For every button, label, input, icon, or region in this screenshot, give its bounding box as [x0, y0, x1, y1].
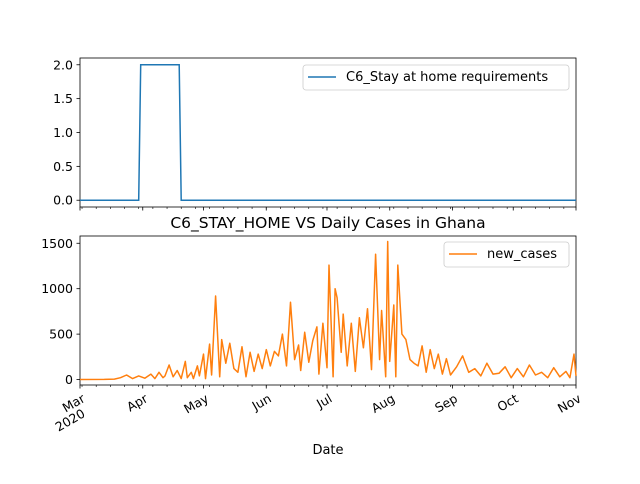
x-tick-label: Jul	[313, 391, 334, 412]
bottom-legend: new_cases	[443, 241, 570, 268]
top-legend-label: C6_Stay at home requirements	[346, 70, 548, 85]
bottom-chart-title: C6_STAY_HOME VS Daily Cases in Ghana	[170, 214, 485, 233]
y-tick-label: 1000	[41, 281, 73, 296]
new-cases-series-line	[79, 240, 577, 381]
bottom-legend-box	[443, 241, 570, 268]
y-tick-label: 1500	[41, 236, 73, 251]
y-tick-label: 0.0	[53, 193, 73, 208]
top-legend: C6_Stay at home requirements	[302, 64, 570, 91]
x-axis-label: Date	[312, 443, 343, 458]
top-x-axis	[79, 207, 577, 211]
y-tick-label: 500	[49, 327, 73, 342]
y-tick-label: 0	[65, 372, 73, 387]
top-y-axis: 0.0 0.5 1.0 1.5 2.0	[53, 57, 80, 208]
bottom-legend-label: new_cases	[487, 247, 557, 262]
top-legend-box	[302, 64, 570, 91]
bottom-y-axis: 0 500 1000 1500	[41, 236, 80, 387]
top-subplot: 0.0 0.5 1.0 1.5 2.0 C6_Stay at home requirem…	[53, 57, 577, 211]
y-tick-label: 1.0	[53, 125, 73, 140]
y-tick-label: 0.5	[53, 159, 73, 174]
stay-home-series-line	[80, 64, 576, 201]
y-tick-label: 2.0	[53, 57, 73, 72]
y-tick-label: 1.5	[53, 91, 73, 106]
